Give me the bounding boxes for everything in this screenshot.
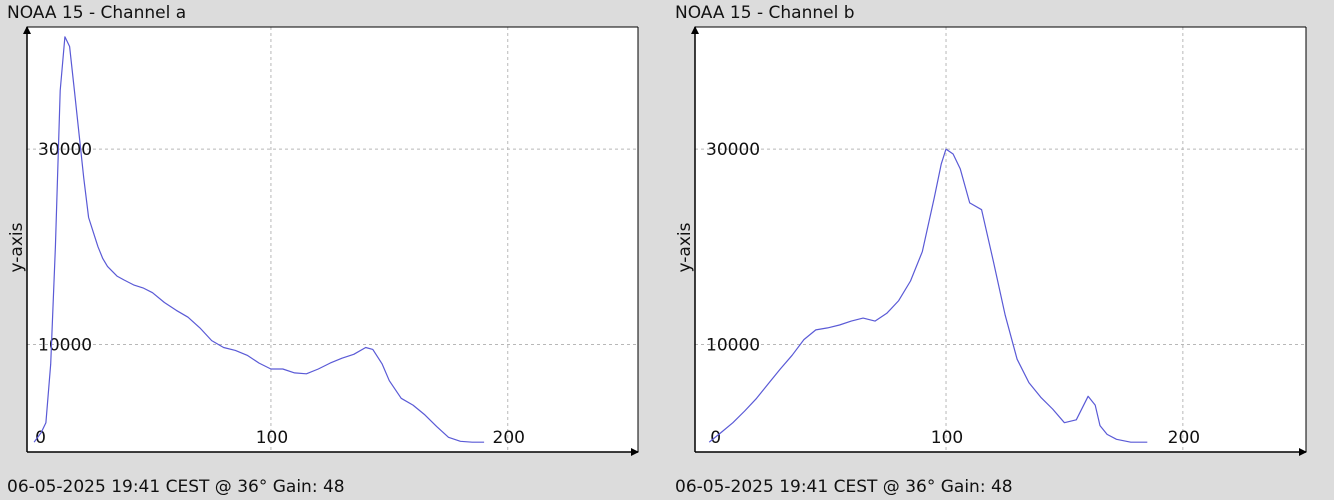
x-tick-label: 0 (35, 428, 46, 448)
y-axis-arrow (23, 26, 31, 34)
plot-background (27, 27, 638, 452)
y-tick-label: 30000 (38, 140, 92, 160)
chart-footer: 06-05-2025 19:41 CEST @ 36° Gain: 48 (7, 477, 345, 497)
series-line (708, 148, 1148, 443)
x-tick-label: 100 (256, 428, 288, 448)
y-tick-label: 10000 (38, 336, 92, 356)
y-axis-label: y-axis (675, 222, 695, 272)
x-tick-label: 200 (1168, 428, 1200, 448)
chart-title: NOAA 15 - Channel a (7, 3, 187, 23)
chart-plot-b: 0 100 200 10000 30000 y-axis (675, 26, 1307, 456)
x-tick-label: 100 (931, 428, 963, 448)
x-tick-label: 0 (710, 428, 721, 448)
y-axis-arrow (691, 26, 699, 34)
y-tick-label: 30000 (706, 140, 760, 160)
chart-title: NOAA 15 - Channel b (675, 3, 855, 23)
x-tick-label: 200 (493, 428, 525, 448)
series-line (33, 36, 485, 443)
chart-plot-a: 0 100 200 10000 30000 y-axis (7, 26, 639, 456)
chart-panel-b: NOAA 15 - Channel b 0 100 200 10000 30000 y-a… (668, 0, 1313, 500)
chart-footer: 06-05-2025 19:41 CEST @ 36° Gain: 48 (675, 477, 1013, 497)
x-axis-arrow (631, 448, 639, 456)
x-axis-arrow (1299, 448, 1307, 456)
chart-panel-a: NOAA 15 - Channel a 0 100 200 10000 30000 y-a… (0, 0, 645, 500)
y-tick-label: 10000 (706, 336, 760, 356)
y-axis-label: y-axis (7, 222, 27, 272)
plot-background (695, 27, 1306, 452)
